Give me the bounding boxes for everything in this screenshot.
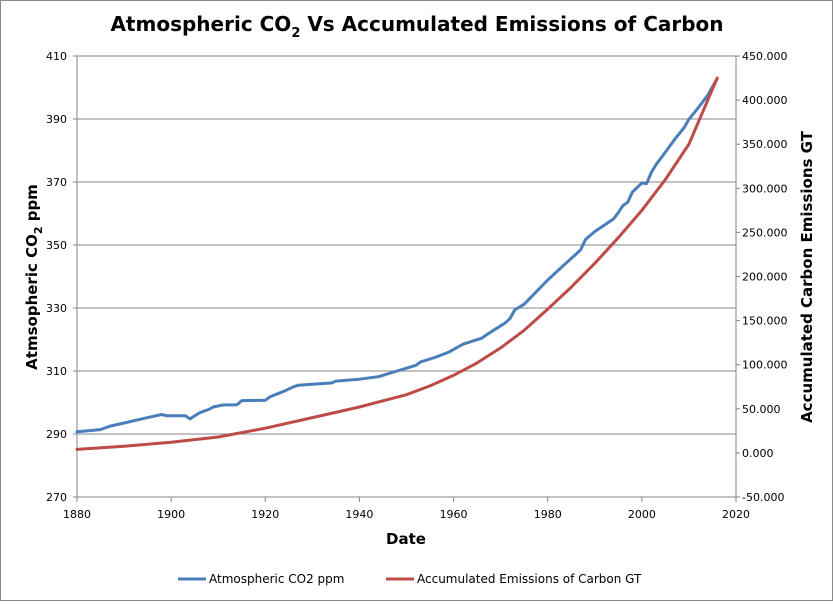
y-right-axis-title: Accumulated Carbon Emissions GT xyxy=(798,130,816,423)
y-right-tick-label: 200.000 xyxy=(742,271,788,284)
legend-label-co2: Atmospheric CO2 ppm xyxy=(209,572,344,586)
x-tick-labels: 1880 1900 1920 1940 1960 1980 2000 2020 xyxy=(63,497,750,521)
y-left-tick-label: 290 xyxy=(46,428,67,441)
x-tick-label: 2020 xyxy=(722,508,750,521)
y-right-tick-label: 300.000 xyxy=(742,182,788,195)
x-tick-label: 1900 xyxy=(157,508,185,521)
y-right-tick-label: 250.000 xyxy=(742,226,788,239)
y-right-tick-label: 150.000 xyxy=(742,315,788,328)
y-left-tick-label: 410 xyxy=(46,50,67,63)
y-right-tick-label: 0.000 xyxy=(742,447,774,460)
series-line-co2 xyxy=(75,76,719,434)
y-left-tick-label: 370 xyxy=(46,176,67,189)
series-lines xyxy=(75,76,719,451)
y-left-axis-title-subscript: 2 xyxy=(32,227,45,235)
legend-label-emissions: Accumulated Emissions of Carbon GT xyxy=(417,572,642,586)
y-left-tick-label: 310 xyxy=(46,365,67,378)
x-tick-label: 2000 xyxy=(628,508,656,521)
y-right-tick-label: -50.000 xyxy=(742,491,784,504)
y-left-tick-label: 390 xyxy=(46,113,67,126)
legend: Atmospheric CO2 ppm Accumulated Emission… xyxy=(178,572,642,586)
y-left-tick-label: 270 xyxy=(46,491,67,504)
gridlines xyxy=(77,55,736,498)
series-line-emissions xyxy=(75,76,719,451)
x-tick-label: 1960 xyxy=(440,508,468,521)
y-right-tick-label: 450.000 xyxy=(742,50,788,63)
chart-title: Atmospheric CO2 Vs Accumulated Emissions… xyxy=(110,12,723,41)
y-right-tick-label: 350.000 xyxy=(742,138,788,151)
plot-area xyxy=(75,55,737,498)
y-left-axis-title: Atmsopheric CO2 ppm xyxy=(23,184,45,370)
x-tick-label: 1940 xyxy=(345,508,373,521)
y-right-tick-label: 400.000 xyxy=(742,94,788,107)
y-left-tick-label: 330 xyxy=(46,302,67,315)
y-left-tick-labels: 270 290 310 330 350 370 390 410 xyxy=(46,50,77,504)
x-axis-title: Date xyxy=(386,530,426,548)
x-tick-label: 1920 xyxy=(251,508,279,521)
y-right-tick-labels: -50.000 0.000 50.000 100.000 150.000 200.000 2… xyxy=(736,50,788,504)
x-tick-label: 1980 xyxy=(534,508,562,521)
chart-title-subscript: 2 xyxy=(291,26,300,41)
y-left-tick-label: 350 xyxy=(46,239,67,252)
y-right-tick-label: 100.000 xyxy=(742,359,788,372)
plot-border xyxy=(76,55,737,498)
x-tick-label: 1880 xyxy=(63,508,91,521)
y-right-tick-label: 50.000 xyxy=(742,403,781,416)
